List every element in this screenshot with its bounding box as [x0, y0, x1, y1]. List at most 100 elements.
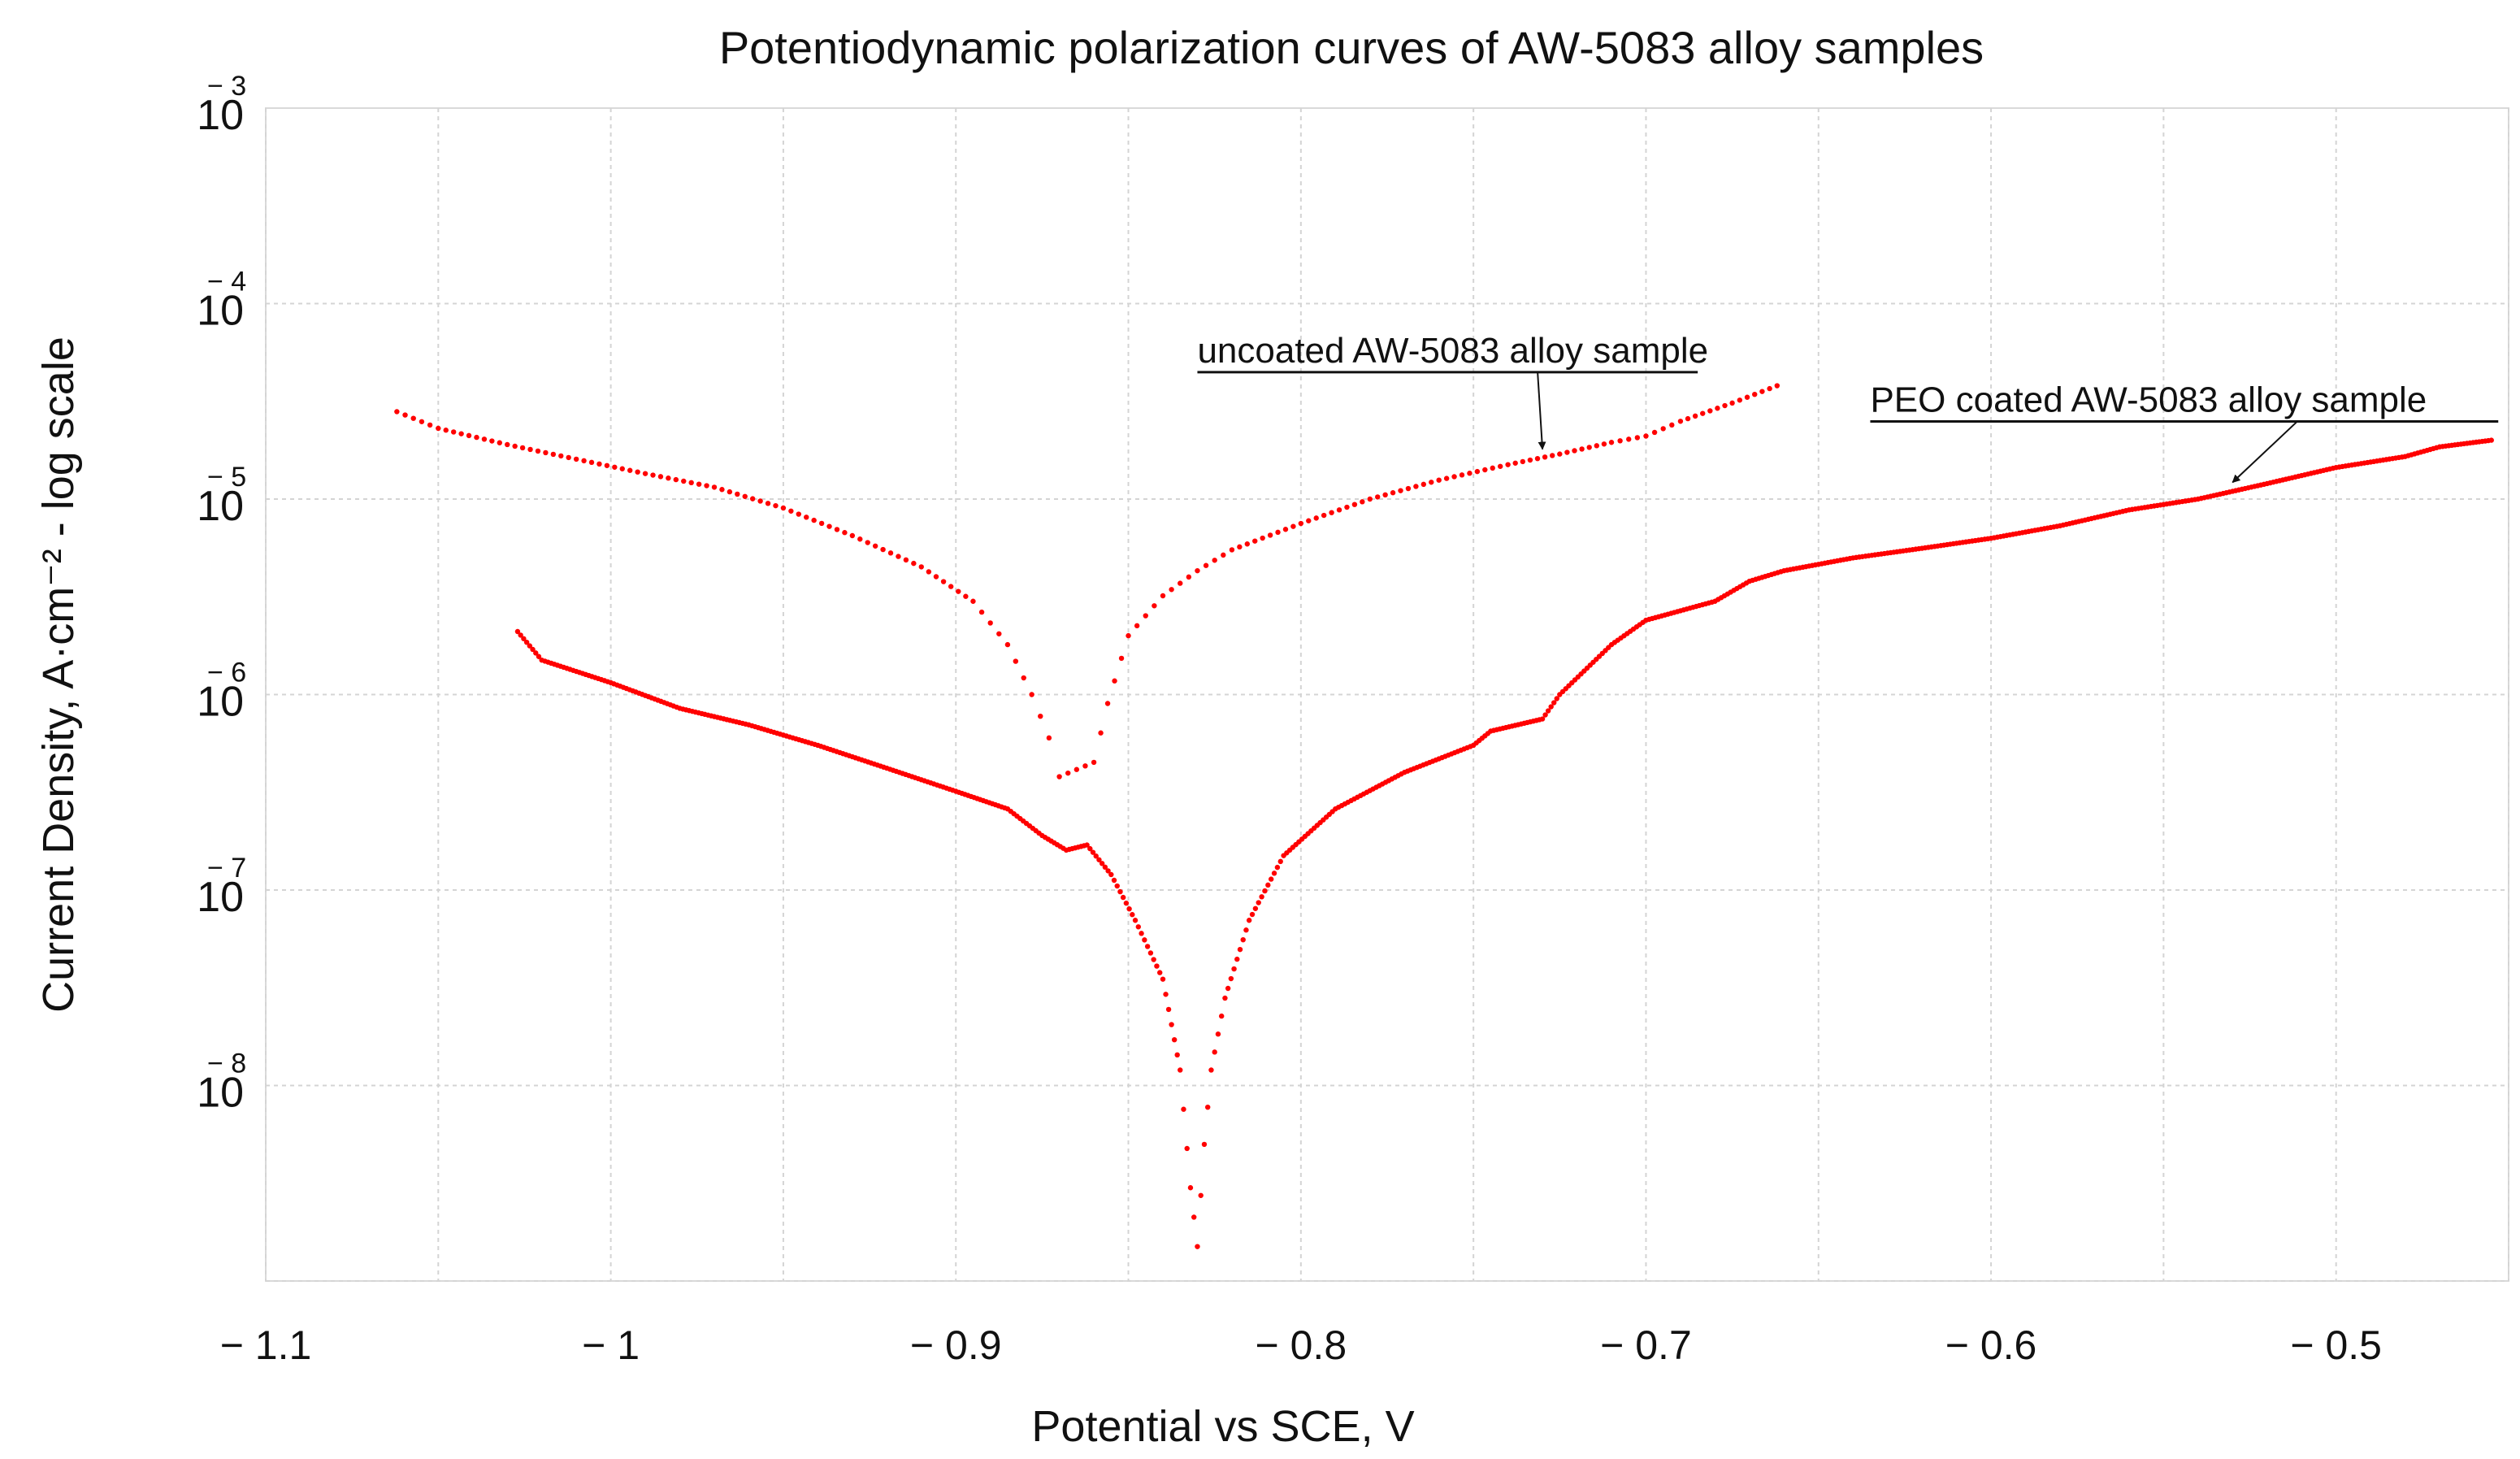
data-point — [688, 480, 694, 486]
data-point — [911, 560, 917, 567]
y-tick-label: 10 — [197, 679, 244, 726]
data-point — [1594, 443, 1600, 449]
y-axis-label: Current Density, A·cm⁻² - log scale — [34, 337, 83, 1013]
data-point — [1413, 484, 1419, 489]
data-point — [1134, 623, 1140, 629]
data-point — [1065, 770, 1071, 776]
data-point — [1252, 538, 1258, 544]
data-point — [1482, 467, 1488, 473]
data-point — [1231, 966, 1237, 972]
data-point — [842, 530, 848, 536]
x-tick-label: − 0.5 — [2290, 1322, 2382, 1368]
data-point — [1229, 547, 1235, 553]
y-tick-label: 10 — [197, 92, 244, 139]
data-point — [1147, 950, 1154, 956]
data-point — [1601, 441, 1607, 447]
data-point — [1234, 956, 1240, 962]
data-point — [1669, 422, 1675, 428]
data-point — [1271, 871, 1277, 876]
data-point — [533, 650, 539, 656]
y-tick-label: 10 — [197, 483, 244, 530]
data-point — [1586, 445, 1592, 450]
x-tick-label: − 0.7 — [1600, 1322, 1692, 1368]
data-point — [1274, 864, 1281, 871]
data-point — [1165, 1006, 1172, 1013]
data-point — [1243, 927, 1249, 933]
data-point — [1178, 1067, 1183, 1073]
data-point — [1087, 845, 1093, 852]
data-point — [543, 449, 549, 456]
data-point — [1262, 888, 1268, 894]
data-point — [1545, 708, 1551, 714]
data-point — [1195, 1244, 1200, 1249]
data-point — [1212, 558, 1217, 563]
data-point — [1171, 1036, 1178, 1043]
data-point — [918, 564, 924, 570]
data-point — [527, 446, 533, 453]
data-point — [1130, 912, 1135, 918]
data-point — [773, 502, 779, 509]
y-tick-exponent: − 8 — [207, 1049, 246, 1079]
data-point — [804, 515, 809, 520]
data-point — [1157, 970, 1163, 975]
data-point — [970, 598, 976, 604]
data-point — [1246, 918, 1252, 923]
data-point — [1268, 876, 1274, 882]
data-point — [1186, 574, 1192, 580]
annotations: uncoated AW-5083 alloy sample PEO coated … — [1197, 331, 2499, 484]
data-point — [474, 434, 479, 441]
x-axis-label: Potential vs SCE, V — [1031, 1402, 1414, 1451]
data-point — [1617, 438, 1623, 444]
data-point — [1398, 488, 1403, 493]
data-point — [1104, 701, 1111, 706]
data-point — [1046, 735, 1052, 741]
data-point — [1420, 481, 1427, 488]
data-point — [987, 620, 993, 626]
data-point — [1144, 944, 1151, 949]
data-point — [1539, 716, 1546, 722]
data-point — [1021, 675, 1026, 681]
data-point — [1550, 453, 1555, 458]
data-point — [1336, 507, 1342, 513]
data-point — [604, 462, 610, 468]
data-point — [1102, 864, 1108, 871]
data-point — [1151, 957, 1156, 962]
data-point — [1564, 449, 1570, 455]
data-point — [481, 436, 488, 442]
data-point — [996, 631, 1002, 636]
data-point — [1677, 419, 1684, 424]
data-point — [558, 453, 564, 459]
data-point — [1221, 552, 1226, 558]
data-point — [1382, 492, 1388, 498]
data-point — [1154, 963, 1160, 969]
data-point — [719, 487, 725, 493]
data-point — [948, 584, 954, 589]
data-point — [635, 469, 640, 475]
data-point — [1436, 477, 1442, 483]
y-axis-ticks: 10− 310− 410− 510− 610− 710− 8 — [197, 71, 246, 1117]
data-point — [1497, 463, 1503, 469]
data-point — [1298, 520, 1304, 527]
data-point — [735, 491, 740, 497]
data-point — [1752, 391, 1758, 397]
data-point — [1737, 397, 1743, 403]
data-point — [1038, 713, 1043, 719]
data-point — [1557, 451, 1563, 457]
data-point — [581, 458, 587, 464]
data-point — [1013, 658, 1019, 664]
data-point — [1321, 512, 1327, 519]
data-point — [536, 654, 542, 659]
data-point — [657, 474, 664, 480]
data-point — [1512, 460, 1518, 466]
data-point — [550, 451, 557, 458]
data-point — [880, 546, 886, 553]
annotation-label: PEO coated AW-5083 alloy sample — [1870, 380, 2427, 419]
data-point — [1249, 911, 1256, 918]
data-point — [1203, 562, 1209, 568]
data-point — [519, 445, 526, 451]
data-point — [849, 532, 856, 539]
data-point — [450, 429, 457, 435]
data-point — [1178, 580, 1183, 586]
data-point — [765, 501, 771, 506]
data-point — [1195, 567, 1200, 574]
